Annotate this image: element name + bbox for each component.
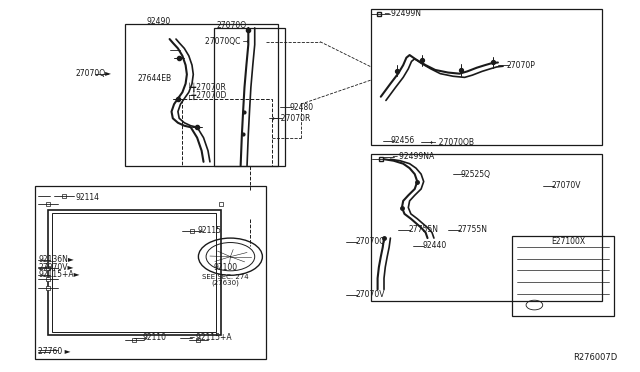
Bar (182, 99, 272, 166)
Text: 92525Q: 92525Q (461, 170, 491, 179)
Text: ─ 92115+A: ─ 92115+A (189, 333, 232, 342)
Text: 92136N►: 92136N► (38, 255, 74, 264)
Text: R276007D: R276007D (573, 353, 618, 362)
Bar (371, 154, 602, 301)
Text: E27100X: E27100X (552, 237, 586, 246)
Text: 27755N: 27755N (458, 225, 488, 234)
Text: 92114: 92114 (76, 193, 100, 202)
Text: 27760 ►: 27760 ► (38, 347, 71, 356)
Text: ← 27070QB: ← 27070QB (430, 138, 474, 147)
Bar (371, 9, 602, 145)
Text: 92456: 92456 (390, 136, 415, 145)
Bar (512, 236, 614, 316)
Text: (27630): (27630) (211, 279, 239, 286)
Bar (214, 28, 285, 166)
Text: 92115: 92115 (197, 226, 221, 235)
Text: ─ 92499N: ─ 92499N (384, 9, 421, 17)
Text: 92115+A►: 92115+A► (38, 270, 80, 279)
Text: 27644EB: 27644EB (138, 74, 172, 83)
Text: 27070Q: 27070Q (355, 237, 385, 246)
Text: 92480: 92480 (289, 103, 314, 112)
Text: └╈27070R: └╈27070R (187, 83, 226, 92)
Text: 92100: 92100 (213, 263, 237, 272)
Bar (125, 24, 278, 166)
Bar (48, 210, 221, 335)
Text: 92440: 92440 (422, 241, 447, 250)
Text: 27070V►: 27070V► (38, 263, 74, 272)
Text: 27755N: 27755N (408, 225, 438, 234)
Text: ─ 92499NA: ─ 92499NA (392, 153, 434, 161)
Bar (35, 186, 266, 359)
Text: 92490: 92490 (147, 17, 171, 26)
Text: SEE SEC. 274: SEE SEC. 274 (202, 274, 248, 280)
Text: 27070P: 27070P (507, 61, 536, 70)
Text: ┌╈27070D: ┌╈27070D (187, 90, 227, 100)
Text: ← 27070R: ← 27070R (272, 114, 310, 123)
Text: 27070V: 27070V (552, 182, 581, 190)
Bar (52, 213, 216, 332)
Text: 27070QC →: 27070QC → (205, 37, 250, 46)
Text: 27070Q►: 27070Q► (76, 69, 111, 78)
Text: 27070V: 27070V (355, 290, 385, 299)
Text: 27070Q: 27070Q (216, 21, 246, 30)
Text: 92110: 92110 (142, 333, 166, 342)
